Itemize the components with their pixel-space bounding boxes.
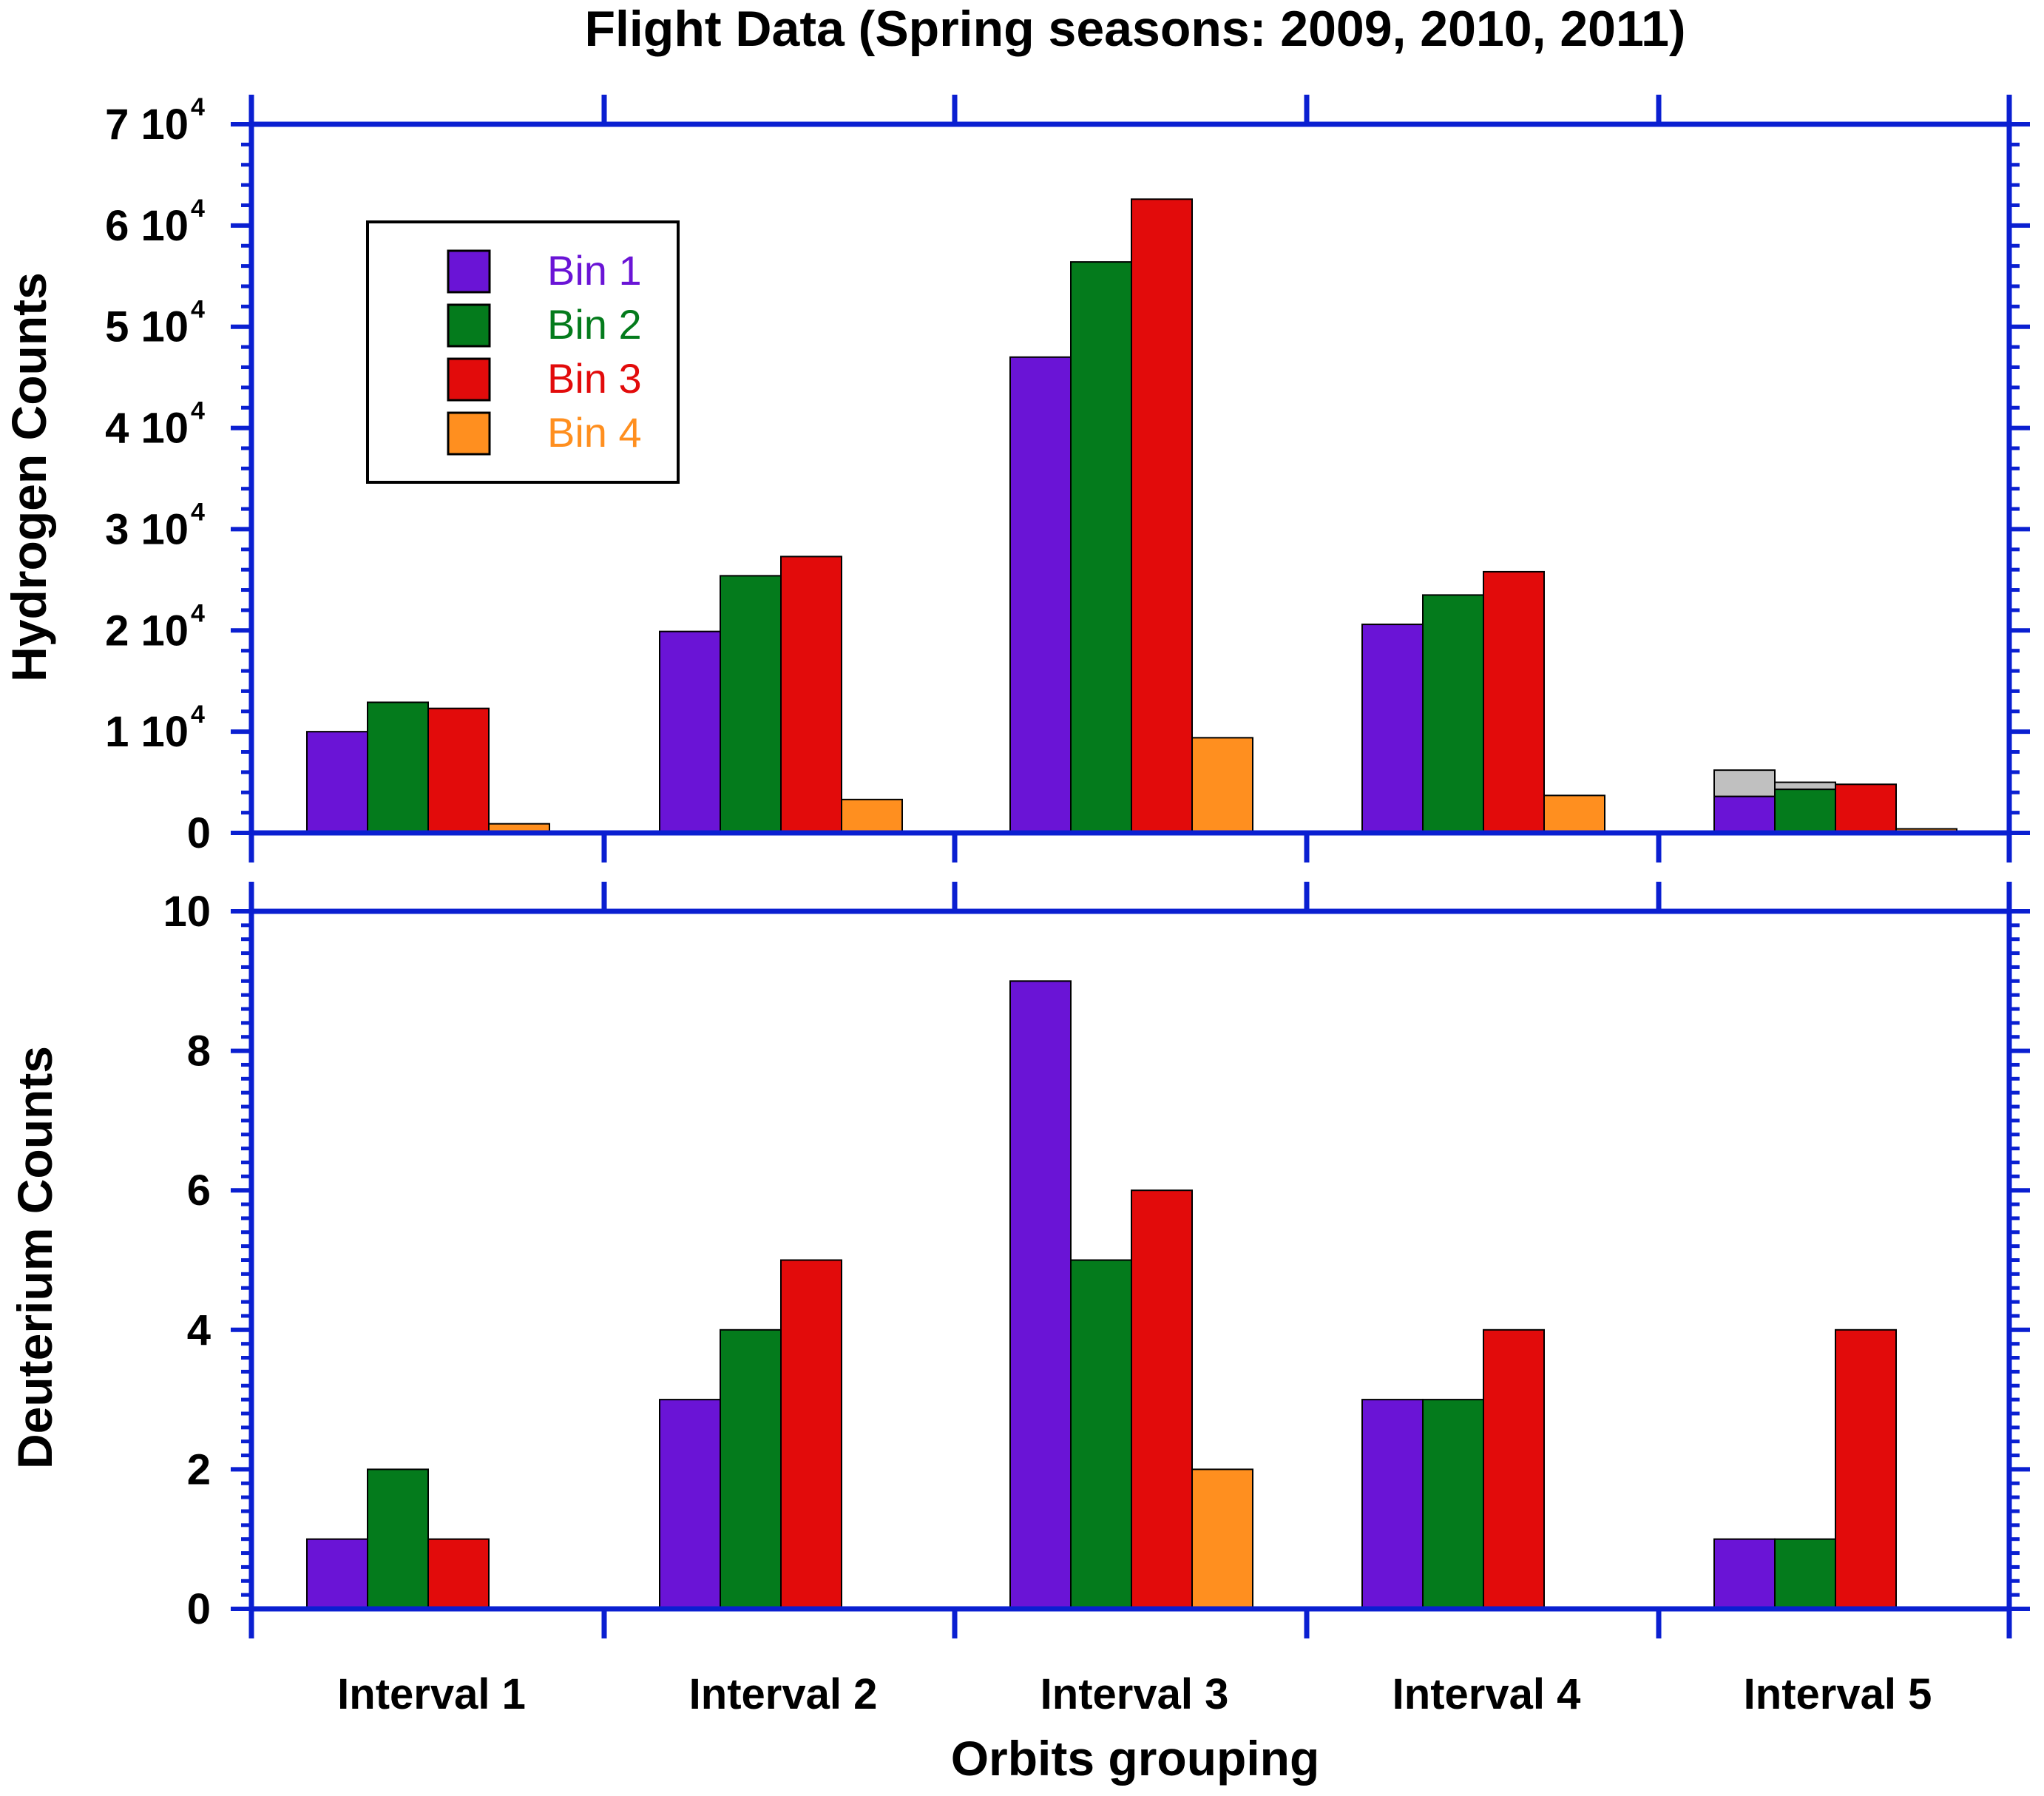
hydrogen-bar-bin2-interval-4 — [1422, 594, 1484, 834]
hydrogen-bar-bin2-interval-1 — [367, 701, 429, 834]
hydrogen-bar-bin1-interval-4 — [1361, 624, 1424, 834]
hydrogen-ytick-exponent: 4 — [191, 195, 205, 223]
deuterium-ytick-label: 6 — [187, 1167, 211, 1215]
hydrogen-bar-bin1-interval-1 — [306, 731, 368, 834]
hydrogen-ytick-label: 4 10 — [105, 405, 189, 453]
x-category-label-interval-2: Interval 2 — [689, 1670, 878, 1718]
hydrogen-ytick-exponent: 4 — [191, 93, 205, 121]
deuterium-ytick-label: 4 — [187, 1306, 211, 1354]
deuterium-bar-bin4-interval-3 — [1191, 1468, 1253, 1610]
deuterium-bar-bin1-interval-5 — [1713, 1538, 1776, 1610]
legend-label-bin-2: Bin 2 — [547, 301, 642, 348]
x-category-label-interval-1: Interval 1 — [337, 1670, 526, 1718]
deuterium-bar-bin1-interval-1 — [306, 1538, 368, 1610]
deuterium-bar-bin1-interval-4 — [1361, 1399, 1424, 1610]
hydrogen-overlay-bar-2-interval-5 — [1774, 781, 1836, 791]
hydrogen-ytick-exponent: 4 — [191, 397, 205, 425]
hydrogen-bar-bin1-interval-5 — [1713, 795, 1776, 834]
hydrogen-ytick-exponent: 4 — [191, 498, 205, 526]
x-category-label-interval-3: Interval 3 — [1040, 1670, 1229, 1718]
hydrogen-bar-bin2-interval-3 — [1070, 261, 1132, 834]
hydrogen-ytick-label: 1 10 — [105, 708, 189, 756]
hydrogen-bar-bin3-interval-3 — [1131, 198, 1193, 834]
legend: Bin 1 Bin 2 Bin 3 Bin 4 — [366, 220, 680, 484]
deuterium-bar-bin3-interval-5 — [1835, 1329, 1897, 1610]
hydrogen-frame — [248, 121, 2012, 836]
hydrogen-panel: 01 10 42 10 43 10 44 10 45 10 46 10 47 10 4 — [105, 93, 2030, 862]
legend-swatch-bin-3 — [447, 357, 491, 402]
chart-title: Flight Data (Spring seasons: 2009, 2010,… — [584, 1, 1685, 57]
legend-box — [366, 220, 680, 484]
hydrogen-bar-bin2-interval-2 — [720, 575, 782, 834]
deuterium-bar-bin3-interval-1 — [427, 1538, 490, 1610]
hydrogen-bar-bin2-interval-5 — [1774, 789, 1836, 834]
hydrogen-bar-bin3-interval-1 — [427, 707, 490, 834]
hydrogen-ytick-exponent: 4 — [191, 599, 205, 627]
deuterium-bar-bin2-interval-2 — [720, 1329, 782, 1610]
hydrogen-bar-bin3-interval-2 — [780, 556, 842, 834]
hydrogen-bar-bin3-interval-5 — [1835, 783, 1897, 834]
deuterium-bar-bin2-interval-1 — [367, 1468, 429, 1610]
deuterium-bar-bin3-interval-2 — [780, 1259, 842, 1610]
x-category-label-interval-4: Interval 4 — [1392, 1670, 1581, 1718]
deuterium-ytick-label: 10 — [163, 888, 211, 936]
hydrogen-ytick-exponent: 4 — [191, 700, 205, 729]
hydrogen-bar-bin3-interval-4 — [1483, 570, 1545, 834]
hydrogen-axis-label: Hydrogen Counts — [1, 272, 56, 682]
hydrogen-ytick-exponent: 4 — [191, 296, 205, 324]
legend-label-bin-3: Bin 3 — [547, 355, 642, 402]
hydrogen-ytick-label: 0 — [187, 809, 211, 857]
hydrogen-ytick-label: 3 10 — [105, 505, 189, 553]
deuterium-ytick-label: 2 — [187, 1445, 211, 1493]
legend-label-bin-1: Bin 1 — [547, 247, 642, 294]
deuterium-bar-bin2-interval-3 — [1070, 1259, 1132, 1610]
deuterium-ytick-label: 8 — [187, 1027, 211, 1076]
legend-swatch-bin-2 — [447, 303, 491, 348]
hydrogen-bar-bin1-interval-3 — [1009, 356, 1072, 834]
deuterium-ytick-label: 0 — [187, 1585, 211, 1633]
x-category-label-interval-5: Interval 5 — [1744, 1670, 1932, 1718]
hydrogen-bar-bin4-interval-4 — [1543, 794, 1605, 834]
deuterium-bar-bin1-interval-2 — [659, 1399, 721, 1610]
hydrogen-ytick-label: 2 10 — [105, 607, 189, 655]
hydrogen-ytick-label: 6 10 — [105, 202, 189, 250]
hydrogen-overlay-bar-1-interval-5 — [1713, 769, 1776, 797]
hydrogen-bar-bin4-interval-3 — [1191, 737, 1253, 834]
hydrogen-bar-bin1-interval-2 — [659, 630, 721, 834]
hydrogen-bar-bin4-interval-2 — [841, 798, 903, 834]
hydrogen-ytick-label: 5 10 — [105, 303, 189, 351]
legend-swatch-bin-1 — [447, 249, 491, 294]
deuterium-axis-label: Deuterium Counts — [7, 1046, 62, 1469]
deuterium-bar-bin3-interval-3 — [1131, 1189, 1193, 1610]
deuterium-bar-bin3-interval-4 — [1483, 1329, 1545, 1610]
x-axis-label: Orbits grouping — [951, 1731, 1320, 1786]
deuterium-panel: 0 2 4 6 8 10 Interval 1 Interval 2 Interval 3 Int… — [163, 882, 2030, 1718]
hydrogen-ytick-label: 7 10 — [105, 101, 189, 149]
legend-label-bin-4: Bin 4 — [547, 409, 642, 456]
deuterium-bar-bin1-interval-3 — [1009, 980, 1072, 1610]
legend-swatch-bin-4 — [447, 411, 491, 456]
deuterium-bar-bin2-interval-4 — [1422, 1399, 1484, 1610]
deuterium-bar-bin2-interval-5 — [1774, 1538, 1836, 1610]
